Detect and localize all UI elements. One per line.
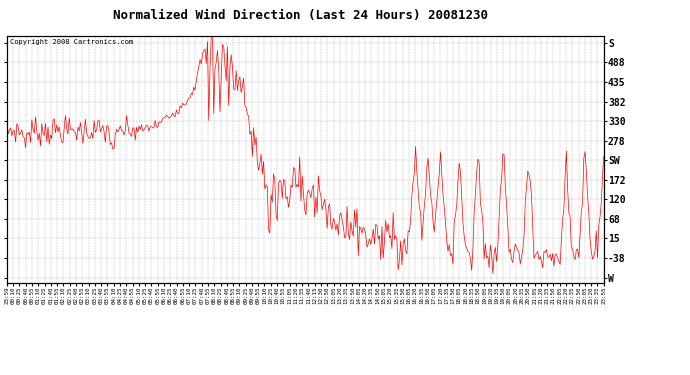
Text: Copyright 2008 Cartronics.com: Copyright 2008 Cartronics.com [10,39,133,45]
Text: 00:40: 00:40 [23,286,28,304]
Text: Normalized Wind Direction (Last 24 Hours) 20081230: Normalized Wind Direction (Last 24 Hours… [112,9,488,22]
Text: 18:35: 18:35 [469,286,474,304]
Text: 01:25: 01:25 [42,286,47,304]
Text: 18:20: 18:20 [463,286,468,304]
Text: 09:25: 09:25 [243,286,248,304]
Text: 03:10: 03:10 [86,286,91,304]
Text: 22:35: 22:35 [570,286,575,304]
Text: 07:55: 07:55 [206,286,210,304]
Text: 15:50: 15:50 [400,286,405,304]
Text: 19:50: 19:50 [501,286,506,304]
Text: 14:20: 14:20 [362,286,368,304]
Text: 19:35: 19:35 [495,286,500,304]
Text: 13:35: 13:35 [344,286,348,304]
Text: 22:20: 22:20 [564,286,569,304]
Text: 17:35: 17:35 [444,286,449,304]
Text: 08:25: 08:25 [218,286,223,304]
Text: 00:55: 00:55 [30,286,34,304]
Text: 10:10: 10:10 [262,286,267,304]
Text: 00:10: 00:10 [10,286,16,304]
Text: 07:40: 07:40 [199,286,204,304]
Text: 03:40: 03:40 [99,286,103,304]
Text: 04:55: 04:55 [130,286,135,304]
Text: 15:05: 15:05 [382,286,386,304]
Text: 16:50: 16:50 [425,286,431,304]
Text: 05:25: 05:25 [143,286,148,304]
Text: 02:40: 02:40 [74,286,79,304]
Text: 17:50: 17:50 [451,286,455,304]
Text: 19:20: 19:20 [488,286,493,304]
Text: 08:55: 08:55 [230,286,235,304]
Text: 18:05: 18:05 [457,286,462,304]
Text: 05:55: 05:55 [155,286,160,304]
Text: 07:25: 07:25 [193,286,198,304]
Text: 02:10: 02:10 [61,286,66,304]
Text: 13:50: 13:50 [350,286,355,304]
Text: 06:40: 06:40 [174,286,179,304]
Text: 09:40: 09:40 [249,286,255,304]
Text: 05:40: 05:40 [149,286,154,304]
Text: 05:10: 05:10 [137,286,141,304]
Text: 01:55: 01:55 [55,286,59,304]
Text: 23:05: 23:05 [582,286,587,304]
Text: 06:55: 06:55 [180,286,186,304]
Text: 22:50: 22:50 [576,286,581,304]
Text: 10:55: 10:55 [281,286,286,304]
Text: 20:50: 20:50 [526,286,531,304]
Text: 23:35: 23:35 [595,286,600,304]
Text: 01:40: 01:40 [48,286,53,304]
Text: 21:35: 21:35 [544,286,550,304]
Text: 17:05: 17:05 [432,286,437,304]
Text: 07:10: 07:10 [186,286,192,304]
Text: 21:05: 21:05 [532,286,537,304]
Text: 21:20: 21:20 [538,286,544,304]
Text: 09:55: 09:55 [256,286,261,304]
Text: 02:25: 02:25 [67,286,72,304]
Text: 08:10: 08:10 [212,286,217,304]
Text: 12:50: 12:50 [325,286,330,304]
Text: 20:35: 20:35 [520,286,524,304]
Text: 08:40: 08:40 [224,286,229,304]
Text: 04:25: 04:25 [117,286,123,304]
Text: 14:35: 14:35 [368,286,374,304]
Text: 02:55: 02:55 [80,286,85,304]
Text: 16:20: 16:20 [413,286,417,304]
Text: 00:25: 00:25 [17,286,22,304]
Text: 09:10: 09:10 [237,286,242,304]
Text: 18:50: 18:50 [475,286,481,304]
Text: 04:10: 04:10 [111,286,116,304]
Text: 15:20: 15:20 [388,286,393,304]
Text: 16:35: 16:35 [419,286,424,304]
Text: 13:05: 13:05 [331,286,336,304]
Text: 11:20: 11:20 [293,286,298,304]
Text: 17:20: 17:20 [438,286,443,304]
Text: 23:55: 23:55 [601,286,607,304]
Text: 20:05: 20:05 [507,286,512,304]
Text: 12:30: 12:30 [319,286,324,304]
Text: 21:50: 21:50 [551,286,556,304]
Text: 01:10: 01:10 [36,286,41,304]
Text: 22:05: 22:05 [558,286,562,304]
Text: 14:50: 14:50 [375,286,380,304]
Text: 03:55: 03:55 [105,286,110,304]
Text: 19:05: 19:05 [482,286,487,304]
Text: 13:20: 13:20 [337,286,342,304]
Text: 14:05: 14:05 [356,286,362,304]
Text: 23:20: 23:20 [589,286,593,304]
Text: 16:05: 16:05 [406,286,411,304]
Text: 11:40: 11:40 [306,286,311,304]
Text: 10:40: 10:40 [275,286,279,304]
Text: 06:10: 06:10 [161,286,166,304]
Text: 03:25: 03:25 [92,286,97,304]
Text: 10:25: 10:25 [268,286,273,304]
Text: 06:25: 06:25 [168,286,172,304]
Text: 23:59: 23:59 [4,286,10,304]
Text: 15:35: 15:35 [394,286,399,304]
Text: 11:05: 11:05 [287,286,292,304]
Text: 04:40: 04:40 [124,286,129,304]
Text: 20:20: 20:20 [513,286,518,304]
Text: 11:35: 11:35 [299,286,305,304]
Text: 12:15: 12:15 [313,286,317,304]
